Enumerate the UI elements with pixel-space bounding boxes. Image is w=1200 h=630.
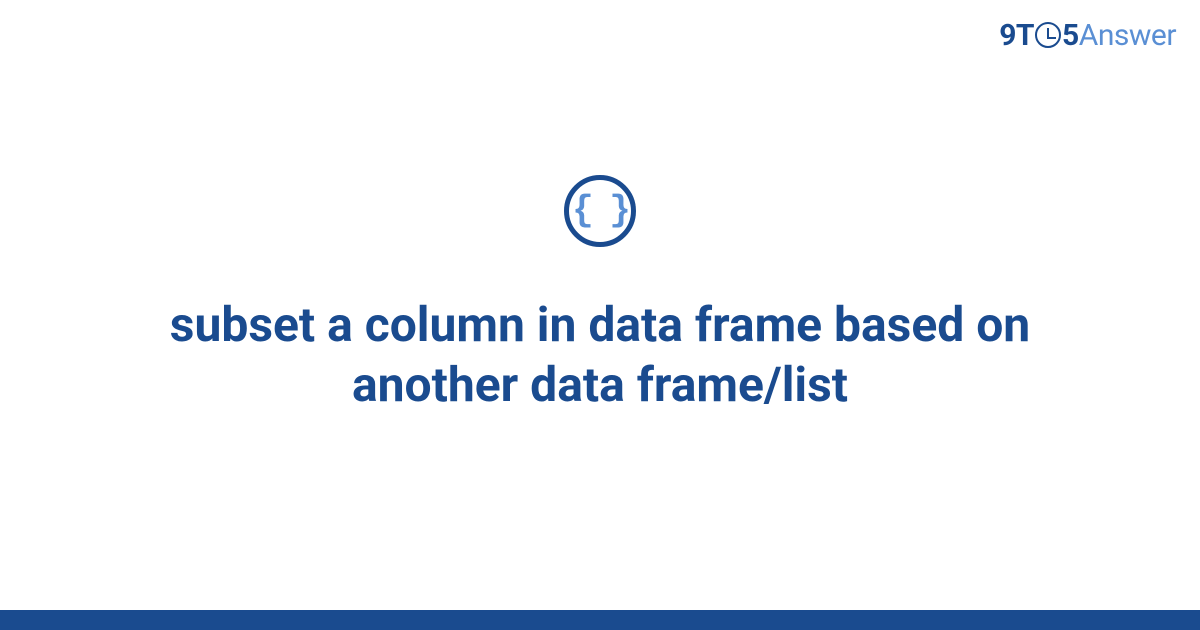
category-icon-container: { } bbox=[564, 175, 636, 247]
code-braces-icon: { } bbox=[572, 193, 628, 229]
code-icon-circle: { } bbox=[564, 175, 636, 247]
main-content: { } subset a column in data frame based … bbox=[0, 0, 1200, 630]
bottom-accent-bar bbox=[0, 610, 1200, 630]
question-title: subset a column in data frame based on a… bbox=[100, 295, 1100, 415]
